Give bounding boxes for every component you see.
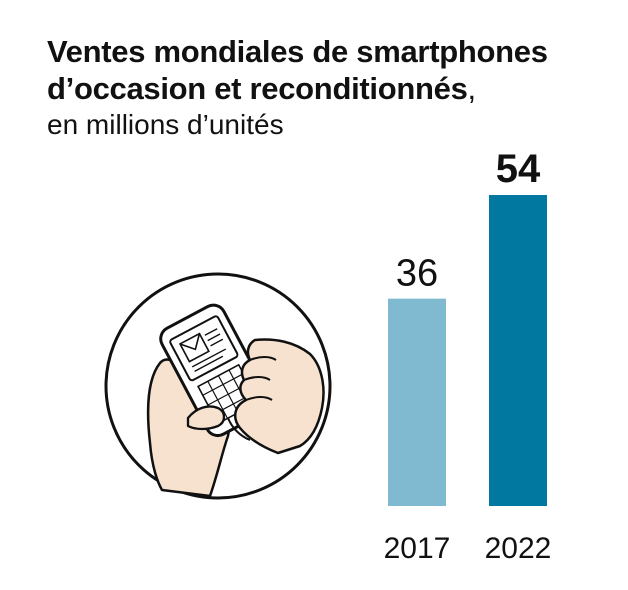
- value-label-2017: 36: [396, 253, 438, 295]
- bar-2022: [489, 195, 547, 506]
- category-label-2017: 2017: [384, 532, 451, 565]
- title-line-1: Ventes mondiales de smartphones: [47, 34, 548, 69]
- chart-subtitle: en millions d’unités: [47, 109, 284, 140]
- category-label-2022: 2022: [485, 532, 552, 565]
- title-line-2: d’occasion et reconditionnés,: [47, 70, 548, 107]
- hands-holding-phone-icon: [104, 272, 332, 500]
- title-comma: ,: [467, 71, 477, 106]
- bar-2017: [388, 298, 446, 506]
- value-label-2022: 54: [496, 147, 541, 191]
- chart-title: Ventes mondiales de smartphones d’occasi…: [47, 33, 548, 107]
- title-line-2-text: d’occasion et reconditionnés: [47, 71, 468, 106]
